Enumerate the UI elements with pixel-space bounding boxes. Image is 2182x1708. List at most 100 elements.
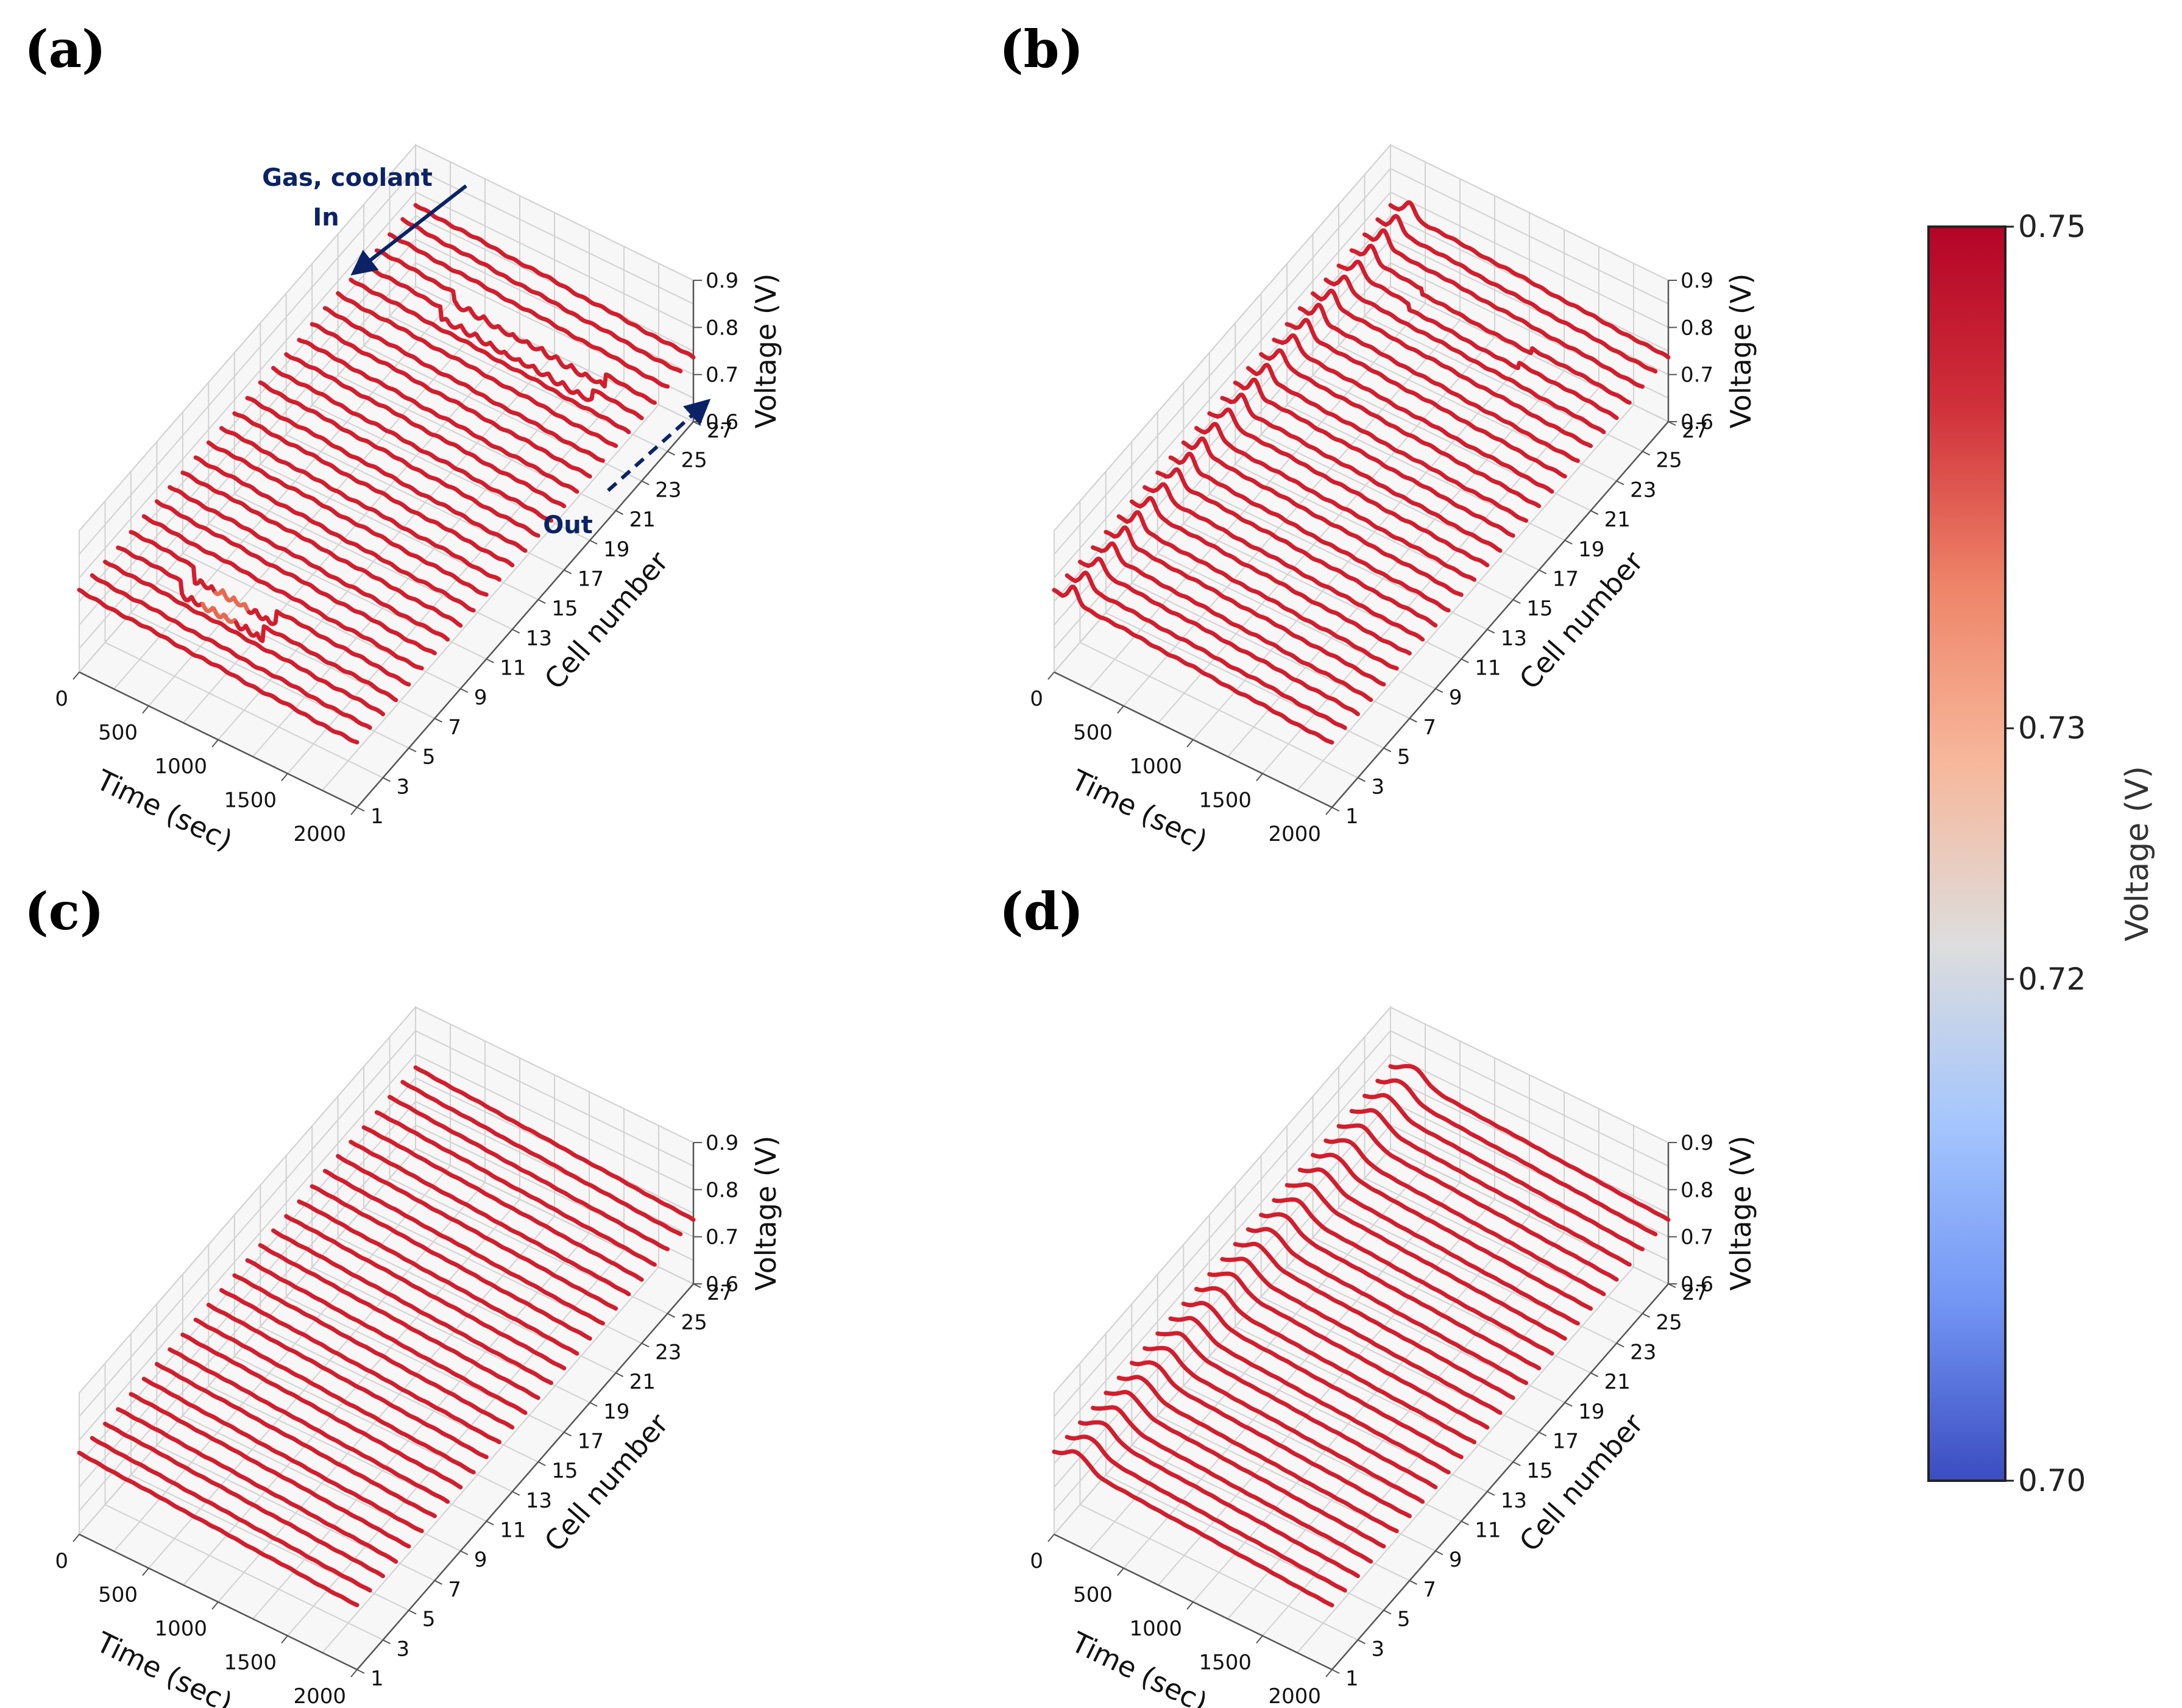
x-tick-label: 1000 [1129, 1617, 1182, 1641]
series-line-cell-21 [1311, 1152, 1593, 1311]
series-line-cell-8 [168, 485, 450, 642]
y-tick-mark [486, 658, 494, 664]
series-line-cell-11 [206, 1302, 489, 1459]
y-tick-label: 27 [1682, 1281, 1708, 1305]
panel-letter: (a) [24, 19, 106, 79]
panel-b: (b)0500100015002000135791113151719212325… [999, 19, 1757, 857]
y-tick-label: 11 [1475, 1518, 1501, 1543]
series-line-cell-13 [232, 1273, 515, 1430]
y-tick-mark [512, 1490, 520, 1496]
y-tick-mark [1487, 1490, 1495, 1496]
series-line-cell-11 [206, 440, 489, 597]
y-tick-label: 21 [1604, 1370, 1631, 1394]
y-tick-mark [460, 1550, 469, 1556]
series-line-cell-4 [116, 1407, 398, 1564]
y-tick-mark [1358, 1639, 1366, 1645]
colorbar-tick-label: 0.72 [2018, 962, 2086, 997]
series-line-cell-19 [1284, 1182, 1567, 1341]
series-line-cell-23 [361, 1125, 644, 1282]
y-tick-label: 17 [1553, 567, 1579, 591]
series-line-cell-26 [400, 217, 683, 374]
y-tick-mark [1590, 1372, 1599, 1377]
series-line-cell-10 [193, 1317, 476, 1475]
colorbar-title: Voltage (V) [2119, 766, 2156, 941]
y-tick-mark [1487, 628, 1495, 634]
annotation-out-label: Out [543, 511, 593, 539]
x-tick-mark [1325, 1669, 1333, 1678]
series-line-cell-6 [1116, 510, 1399, 671]
x-tick-mark [1117, 705, 1124, 714]
y-tick-label: 7 [1423, 715, 1436, 740]
series-line-cell-18 [1272, 1197, 1554, 1356]
y-tick-label: 7 [1423, 1578, 1436, 1602]
y-tick-mark [641, 1342, 650, 1348]
y-tick-label: 13 [1501, 1489, 1527, 1513]
series-line-cell-25 [388, 232, 670, 389]
y-tick-label: 15 [1526, 597, 1553, 621]
y-tick-mark [1642, 450, 1650, 456]
y-tick-mark [564, 1431, 572, 1437]
y-tick-mark [1409, 1580, 1417, 1585]
series-line-cell-6 [141, 514, 424, 671]
x-tick-mark [211, 739, 219, 748]
series-line-cell-10 [1168, 452, 1451, 613]
series-line-cell-3 [103, 1422, 385, 1578]
y-tick-mark [434, 1580, 442, 1585]
y-tick-mark [1383, 1609, 1392, 1615]
series-line-cell-22 [1323, 1138, 1606, 1297]
y-tick-mark [1331, 1669, 1340, 1674]
series-line-cell-6 [141, 1377, 424, 1533]
series-line-cell-25 [1362, 1093, 1645, 1252]
y-tick-mark [1564, 539, 1573, 545]
z-tick-label: 0.9 [706, 1131, 739, 1155]
panel-c: (c)0500100015002000135791113151719212325… [24, 881, 782, 1708]
series-line-cell-20 [1297, 1167, 1580, 1326]
y-tick-label: 15 [1526, 1459, 1553, 1483]
x-tick-mark [142, 1567, 149, 1576]
grid-line [1123, 319, 1461, 707]
y-tick-label: 11 [500, 1518, 526, 1543]
series-line-cell-24 [374, 248, 657, 405]
y-tick-label: 17 [1553, 1429, 1579, 1453]
series-line-cell-24 [1349, 243, 1632, 405]
series-line-cell-13 [1207, 1271, 1490, 1430]
z-tick-label: 0.9 [706, 269, 739, 293]
z-tick-label: 0.7 [706, 363, 739, 388]
series-line-cell-16 [1246, 363, 1528, 523]
y-tick-mark [1564, 1401, 1573, 1407]
y-tick-mark [356, 1669, 365, 1674]
y-tick-label: 3 [396, 774, 409, 799]
grid-line [1123, 1182, 1461, 1569]
y-tick-label: 27 [707, 1281, 733, 1305]
y-tick-label: 19 [1578, 537, 1604, 562]
y-tick-label: 15 [551, 1459, 578, 1483]
z-tick-label: 0.9 [1681, 1131, 1713, 1155]
grid-line [287, 387, 625, 774]
y-tick-mark [589, 539, 598, 545]
y-tick-label: 13 [1501, 626, 1527, 651]
grid-line [252, 370, 590, 757]
y-tick-label: 3 [1371, 774, 1384, 799]
series-line-cell-26 [400, 1080, 683, 1236]
grid-line [1297, 404, 1634, 791]
y-tick-label: 1 [370, 804, 384, 829]
series-line-cell-2 [1064, 570, 1347, 730]
grid-line [1262, 387, 1599, 774]
series-line-cell-18 [297, 338, 579, 494]
y-tick-label: 7 [448, 1578, 461, 1602]
series-line-cell-2 [1064, 1434, 1347, 1593]
series-line-cell-12 [1194, 422, 1476, 582]
y-tick-mark [1409, 718, 1417, 723]
panel-letter: (b) [999, 19, 1083, 79]
colorbar: Voltage (V) 0.75 0.73 0.72 0.70 [1927, 209, 2156, 1498]
series-line-cell-12 [1194, 1286, 1476, 1445]
x-tick-mark [1117, 1567, 1124, 1576]
series-line-cell-14 [245, 1258, 528, 1415]
y-tick-mark [1539, 1431, 1547, 1437]
x-tick-label: 500 [1073, 721, 1113, 745]
series-line-cell-17 [1259, 1212, 1542, 1370]
outflow-arrow [606, 399, 711, 492]
x-tick-label: 500 [1073, 1583, 1113, 1607]
panel-letter: (c) [24, 881, 104, 941]
series-line-cell-16 [1246, 1227, 1528, 1385]
